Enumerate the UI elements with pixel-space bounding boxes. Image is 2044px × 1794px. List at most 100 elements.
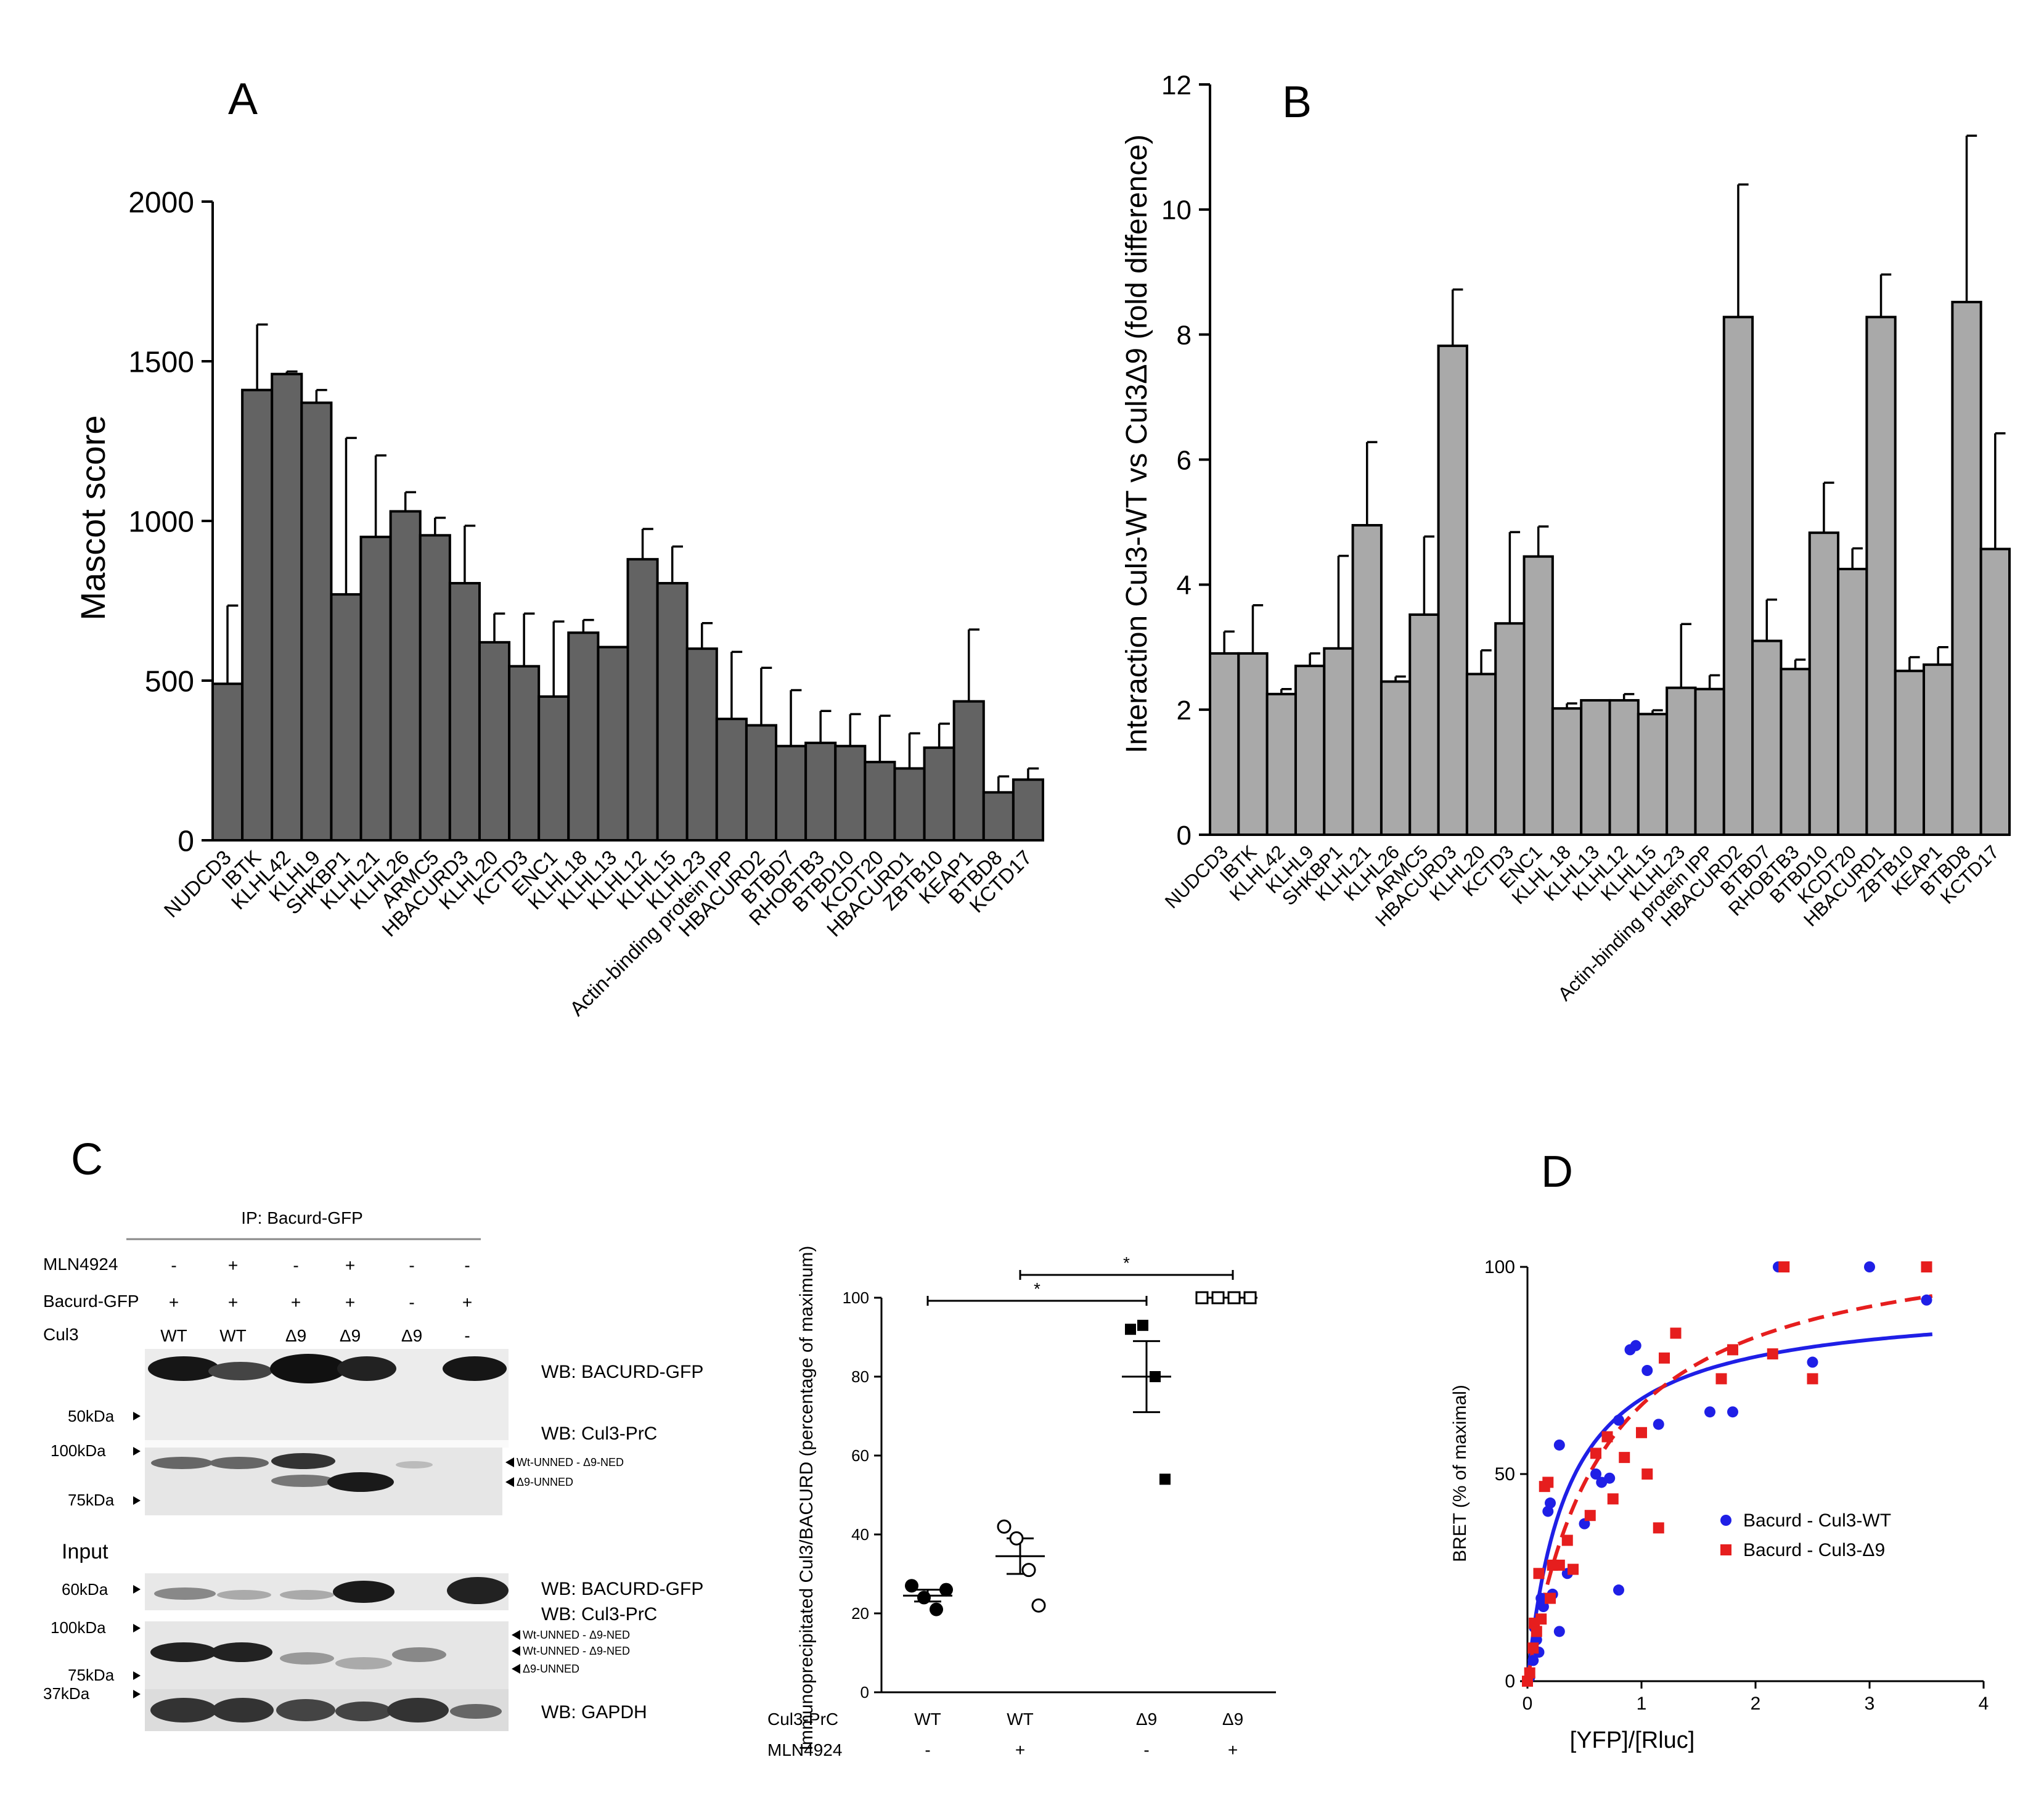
data-point xyxy=(939,1583,953,1597)
arrow-icon xyxy=(133,1447,141,1456)
wb-label: WB: GAPDH xyxy=(541,1702,647,1722)
data-point xyxy=(1921,1261,1932,1272)
data-point xyxy=(1607,1493,1619,1505)
bar xyxy=(1012,778,1044,842)
data-point xyxy=(1807,1356,1818,1368)
data-point xyxy=(1921,1294,1932,1306)
lane-cul3: - xyxy=(464,1326,470,1345)
band xyxy=(271,1475,335,1487)
bar xyxy=(952,700,985,842)
data-point xyxy=(930,1602,943,1616)
data-point xyxy=(1545,1592,1556,1604)
panel-a-label: A xyxy=(228,75,258,124)
bar xyxy=(538,695,570,842)
y-tick-label: 100 xyxy=(843,1288,869,1307)
x-tick-label: 0 xyxy=(1523,1694,1533,1714)
panel-c-blot: C IP: Bacurd-GFP MLN4924 Bacurd-GFP Cul3… xyxy=(43,1135,703,1731)
mw-marker: 60kDa xyxy=(62,1580,108,1599)
band xyxy=(387,1698,449,1722)
bar xyxy=(1209,652,1240,837)
band xyxy=(151,1457,213,1469)
bar xyxy=(1637,713,1669,837)
lane-bacurd: + xyxy=(462,1293,472,1312)
data-point xyxy=(1561,1534,1573,1546)
y-tick-label: 50 xyxy=(1495,1464,1515,1485)
data-point xyxy=(1553,1626,1565,1637)
input-label: Input xyxy=(62,1540,108,1563)
bar xyxy=(419,534,451,842)
band xyxy=(335,1657,392,1669)
blot-ip-gap xyxy=(145,1440,509,1448)
band xyxy=(327,1472,394,1492)
data-point xyxy=(905,1579,918,1593)
lane-bacurd: + xyxy=(345,1293,355,1312)
y-tick-label: 12 xyxy=(1161,70,1192,100)
wb-label: WB: BACURD-GFP xyxy=(541,1579,703,1599)
arrow-icon xyxy=(505,1477,514,1487)
data-point xyxy=(1137,1319,1148,1331)
data-point xyxy=(1636,1427,1647,1438)
data-point xyxy=(1604,1472,1616,1484)
footer-label-cul3: Cul3-PrC xyxy=(767,1710,838,1729)
c-scatter-ylabel-line1: Immunoprecipitated Cul3/BACURD (percenta… xyxy=(796,1246,817,1751)
lane-bacurd: + xyxy=(291,1293,301,1312)
data-point xyxy=(1553,1559,1565,1571)
data-point xyxy=(1527,1655,1539,1666)
row-label-cul3: Cul3 xyxy=(43,1325,79,1344)
y-tick-label: 1500 xyxy=(128,346,194,379)
data-point xyxy=(1590,1468,1601,1480)
y-tick-label: 0 xyxy=(1177,821,1192,851)
mw-marker: 100kDa xyxy=(51,1441,106,1460)
y-tick-label: 6 xyxy=(1177,445,1192,475)
legend-d9-label: Bacurd - Cul3-Δ9 xyxy=(1743,1540,1885,1560)
y-tick-label: 60 xyxy=(851,1446,869,1465)
lane-mln: - xyxy=(171,1256,176,1275)
y-tick-label: 100 xyxy=(1484,1257,1515,1277)
bar xyxy=(1923,663,1954,836)
data-point xyxy=(1243,1291,1257,1305)
data-point xyxy=(1125,1324,1136,1335)
y-tick-label: 80 xyxy=(851,1367,869,1386)
x-tick-label: 3 xyxy=(1865,1694,1875,1714)
bar xyxy=(1780,668,1811,837)
y-tick-label: 2 xyxy=(1177,695,1192,726)
y-tick-label: 0 xyxy=(1505,1671,1515,1692)
band xyxy=(148,1356,219,1381)
footer-cul3: Δ9 xyxy=(1222,1710,1243,1729)
bar xyxy=(1380,680,1412,837)
bar xyxy=(330,593,362,842)
lane-mln: - xyxy=(409,1256,414,1275)
arrow-icon xyxy=(133,1585,141,1594)
band-label: Wt-UNNED - Δ9-NED xyxy=(517,1456,624,1468)
footer-mln: + xyxy=(1228,1740,1238,1759)
band-arrows xyxy=(505,1457,520,1674)
data-point xyxy=(1031,1598,1046,1613)
mw-marker: 100kDa xyxy=(51,1618,106,1637)
band xyxy=(392,1647,446,1662)
mw-marker: 75kDa xyxy=(68,1491,115,1509)
bar xyxy=(923,746,955,842)
data-point xyxy=(1613,1414,1624,1426)
band xyxy=(280,1590,334,1600)
data-point xyxy=(1778,1261,1790,1272)
x-tick-label: 4 xyxy=(1979,1694,1989,1714)
bar xyxy=(1523,555,1554,837)
arrow-icon xyxy=(512,1664,520,1674)
bar xyxy=(1951,300,1982,836)
lane-cul3: Δ9 xyxy=(285,1326,306,1345)
y-tick-label: 10 xyxy=(1161,195,1192,226)
panel-d-chart: D BRET (% of maximal) [YFP]/[Rluc] 0 1 2 3 4… xyxy=(1450,1147,1989,1753)
bar xyxy=(1808,531,1840,836)
band xyxy=(210,1457,269,1469)
data-point xyxy=(1227,1291,1241,1305)
bar xyxy=(1865,316,1897,836)
band xyxy=(150,1698,217,1722)
data-point xyxy=(1807,1373,1818,1385)
panel-d-xlabel: [YFP]/[Rluc] xyxy=(1570,1727,1695,1753)
wb-label: WB: Cul3-PrC xyxy=(541,1423,657,1444)
data-point xyxy=(1527,1642,1539,1654)
bar xyxy=(1294,665,1326,837)
footer-cul3: WT xyxy=(914,1710,941,1729)
y-tick-label: 0 xyxy=(178,825,194,858)
